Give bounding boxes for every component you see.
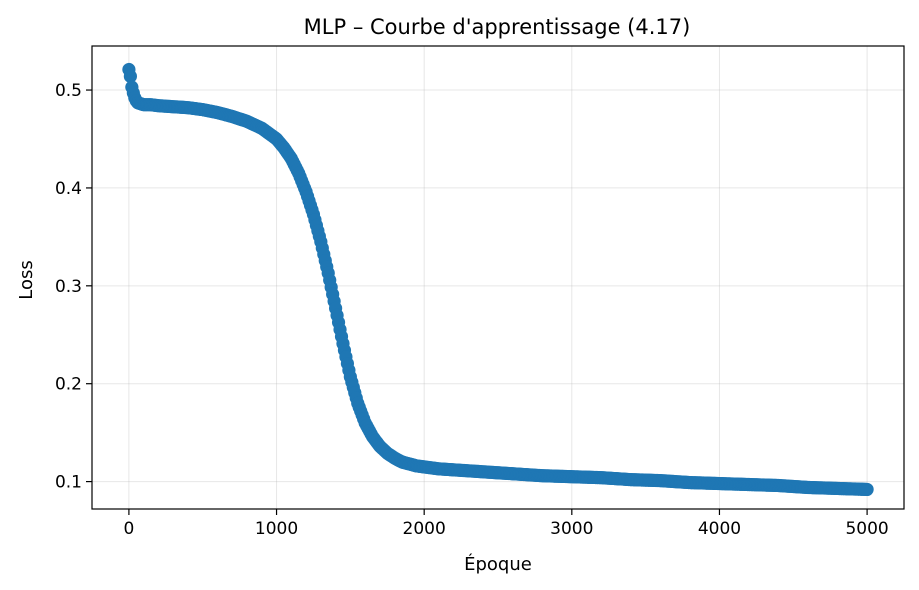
y-tick-label: 0.3 xyxy=(55,277,82,297)
data-point xyxy=(860,482,874,497)
x-axis-ticks: 0 1000 2000 3000 4000 5000 xyxy=(123,509,889,539)
x-tick-label: 3000 xyxy=(550,519,593,539)
data-points xyxy=(122,62,874,497)
data-point xyxy=(123,69,137,83)
x-tick-label: 0 xyxy=(123,519,134,539)
plot-frame xyxy=(91,45,905,510)
y-tick-label: 0.5 xyxy=(55,81,82,101)
x-tick-label: 5000 xyxy=(845,519,888,539)
y-axis-label: Loss xyxy=(16,260,37,299)
x-tick-label: 4000 xyxy=(698,519,741,539)
x-tick-label: 1000 xyxy=(255,519,298,539)
x-tick-label: 2000 xyxy=(403,519,446,539)
y-tick-label: 0.2 xyxy=(55,375,82,395)
grid xyxy=(92,46,904,509)
chart-title: MLP – Courbe d'apprentissage (4.17) xyxy=(304,15,691,39)
y-axis-ticks: 0.1 0.2 0.3 0.4 0.5 xyxy=(55,81,92,493)
y-tick-label: 0.4 xyxy=(55,179,82,199)
y-tick-label: 0.1 xyxy=(55,473,82,493)
x-axis-label: Époque xyxy=(464,553,532,575)
